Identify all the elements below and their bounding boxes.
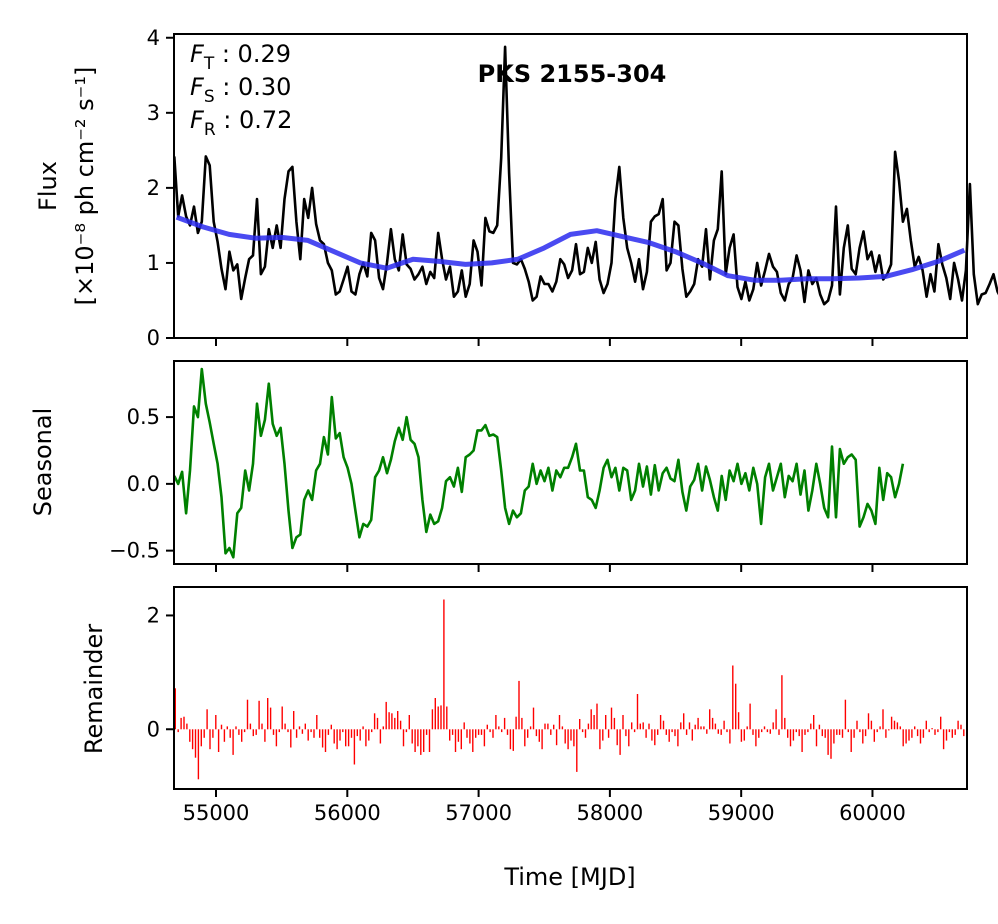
flux-lines <box>173 45 998 306</box>
remainder-ylabel: Remainder <box>80 624 108 754</box>
seasonal-y-axis: −0.5 0.0 0.5 <box>109 405 174 563</box>
f-r-annotation: FR : 0.72 <box>190 106 292 140</box>
f-t-annotation: FT : 0.29 <box>190 40 291 74</box>
seasonal-axes-frame <box>173 360 968 565</box>
flux-ytick-label: 3 <box>147 101 160 125</box>
flux-ytick-label: 1 <box>147 251 160 275</box>
seasonal-x-ticks <box>215 564 874 572</box>
chart-title: PKS 2155-304 <box>478 60 667 88</box>
seasonal-ytick-label: −0.5 <box>109 539 160 563</box>
flux-ylabel-line1: Flux <box>34 161 62 211</box>
flux-x-ticks <box>215 338 874 346</box>
f-s-annotation: FS : 0.30 <box>190 73 291 107</box>
xtick-label: 57000 <box>445 801 512 825</box>
trend-line <box>175 214 966 283</box>
flux-ytick-label: 0 <box>147 326 160 350</box>
flux-line <box>173 45 998 306</box>
remainder-y-axis: 02 <box>147 603 174 741</box>
seasonal-panel: −0.5 0.0 0.5 Seasonal <box>29 360 968 572</box>
xtick-label: 55000 <box>183 801 250 825</box>
remainder-bars <box>174 599 968 780</box>
remainder-x-axis: 55000 56000 57000 58000 59000 60000 <box>183 789 906 825</box>
seasonal-ytick-label: 0.5 <box>127 405 160 429</box>
remainder-panel: 02 55000 56000 57000 58000 59000 60000 Remain… <box>80 586 968 891</box>
seasonal-lines <box>173 367 905 559</box>
remainder-ytick-label: 2 <box>147 603 160 627</box>
flux-axes-frame <box>173 33 968 339</box>
xtick-label: 60000 <box>839 801 906 825</box>
xtick-label: 56000 <box>314 801 381 825</box>
seasonal-line <box>173 367 905 559</box>
seasonal-ytick-label: 0.0 <box>127 472 160 496</box>
flux-ytick-label: 2 <box>147 176 160 200</box>
x-axis-label: Time [MJD] <box>503 863 635 891</box>
flux-y-axis: 0 1 2 3 4 <box>147 26 174 350</box>
xtick-label: 59000 <box>708 801 775 825</box>
flux-ytick-label: 4 <box>147 26 160 50</box>
remainder-ytick-label: 0 <box>147 717 160 741</box>
xtick-label: 58000 <box>576 801 643 825</box>
seasonal-ylabel: Seasonal <box>29 408 57 516</box>
flux-ylabel-line2: [×10⁻⁸ ph cm⁻² s⁻¹] <box>71 67 99 306</box>
remainder-axes-frame <box>173 586 968 790</box>
